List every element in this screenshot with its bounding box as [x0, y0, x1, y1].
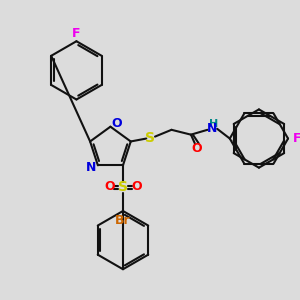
Text: S: S: [118, 180, 128, 194]
Text: O: O: [104, 180, 115, 193]
Text: F: F: [292, 132, 300, 145]
Text: Br: Br: [115, 214, 131, 227]
Text: F: F: [72, 27, 81, 40]
Text: H: H: [209, 119, 218, 129]
Text: N: N: [86, 161, 96, 174]
Text: O: O: [131, 180, 142, 193]
Text: S: S: [145, 130, 155, 145]
Text: N: N: [207, 122, 217, 135]
Text: O: O: [111, 117, 122, 130]
Text: O: O: [191, 142, 202, 155]
